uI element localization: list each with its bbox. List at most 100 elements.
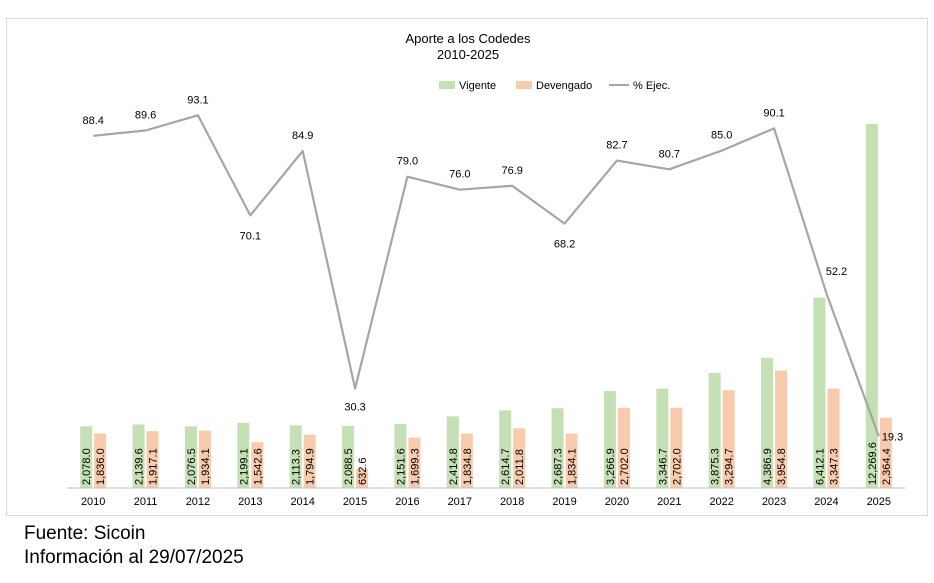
bar-label-devengado-2018: 2,011.8 [514, 449, 526, 485]
bar-devengado-2023 [775, 370, 788, 488]
bar-label-vigente-2011: 2,139.6 [134, 448, 146, 485]
bar-label-devengado-2019: 1,834.1 [567, 448, 579, 485]
bar-devengado-2010 [94, 433, 107, 488]
bar-label-devengado-2015: 632.6 [357, 457, 369, 485]
chart-frame: Aporte a los Codedes 2010-2025 Vigente Deve… [6, 18, 928, 516]
bar-label-devengado-2025: 2,364.4 [881, 448, 893, 485]
bar-label-devengado-2017: 1,834.8 [462, 448, 474, 485]
legend-label-ejec: % Ejec. [633, 80, 670, 92]
bar-devengado-2015 [356, 469, 369, 488]
bar-label-devengado-2013: 1,542.6 [252, 448, 264, 485]
line-label-2014: 84.9 [292, 130, 313, 142]
bar-vigente-2012 [184, 426, 197, 488]
line-label-2021: 80.7 [659, 148, 680, 160]
bar-label-devengado-2021: 2,702.0 [671, 448, 683, 485]
bar-label-vigente-2020: 3,266.9 [605, 448, 617, 485]
bar-label-vigente-2018: 2,614.7 [500, 448, 512, 485]
bar-devengado-2021 [670, 407, 683, 488]
bar-label-devengado-2010: 1,836.0 [95, 448, 107, 485]
bar-label-devengado-2011: 1,917.1 [148, 448, 160, 485]
x-tick-label-2024: 2024 [814, 496, 838, 508]
bar-vigente-2022 [708, 372, 721, 488]
line-label-2025: 19.3 [882, 431, 903, 443]
bar-label-vigente-2013: 2,199.1 [238, 448, 250, 485]
x-tick-label-2011: 2011 [134, 496, 158, 508]
x-tick-label-2022: 2022 [709, 496, 733, 508]
bar-devengado-2014 [303, 434, 316, 488]
bar-label-vigente-2015: 2,088.5 [343, 448, 355, 485]
bar-vigente-2014 [289, 425, 302, 488]
x-tick-label-2017: 2017 [448, 496, 472, 508]
bar-vigente-2011 [132, 424, 145, 488]
chart-subtitle: 2010-2025 [437, 47, 499, 62]
x-tick-label-2018: 2018 [500, 496, 524, 508]
legend-swatch-vigente [439, 81, 455, 89]
x-tick-label-2014: 2014 [290, 496, 314, 508]
line-label-2016: 79.0 [397, 156, 418, 168]
line-label-2010: 88.4 [82, 115, 103, 127]
bar-devengado-2024 [827, 388, 840, 488]
line-label-2024: 52.2 [826, 266, 847, 278]
bar-label-vigente-2014: 2,113.3 [291, 449, 303, 485]
bar-label-vigente-2022: 3,875.3 [710, 448, 722, 485]
legend-swatch-devengado [516, 81, 532, 89]
x-tick-label-2012: 2012 [186, 496, 210, 508]
legend-label-devengado: Devengado [536, 80, 592, 92]
bar-label-devengado-2014: 1,794.9 [305, 448, 317, 485]
legend-label-vigente: Vigente [459, 80, 496, 92]
line-label-2012: 93.1 [187, 94, 208, 106]
bar-devengado-2020 [617, 407, 630, 488]
x-tick-label-2015: 2015 [343, 496, 367, 508]
bar-label-vigente-2019: 2,687.3 [553, 448, 565, 485]
bar-label-vigente-2023: 4,386.9 [762, 448, 774, 485]
bar-vigente-2017 [446, 416, 459, 488]
chart-title: Aporte a los Codedes [405, 31, 531, 46]
line-label-2019: 68.2 [554, 239, 575, 251]
bar-label-vigente-2017: 2,414.8 [448, 448, 460, 485]
info-date-note: Información al 29/07/2025 [24, 547, 244, 568]
bar-devengado-2019 [565, 433, 578, 488]
x-tick-label-2025: 2025 [867, 496, 891, 508]
line-label-2015: 30.3 [344, 401, 365, 413]
bar-vigente-2019 [551, 408, 564, 488]
bar-vigente-2013 [237, 422, 250, 488]
bar-vigente-2021 [656, 388, 669, 488]
x-tick-label-2016: 2016 [395, 496, 419, 508]
bar-label-vigente-2016: 2,151.6 [395, 448, 407, 485]
bar-label-vigente-2012: 2,076.5 [186, 448, 198, 485]
line-label-2023: 90.1 [763, 107, 784, 119]
bar-devengado-2022 [722, 390, 735, 488]
bar-vigente-2023 [761, 357, 774, 488]
bar-vigente-2018 [499, 410, 512, 488]
bar-label-vigente-2025: 12,269.6 [867, 442, 879, 485]
line-label-2017: 76.0 [449, 169, 470, 181]
bar-label-devengado-2022: 3,294.7 [724, 448, 736, 485]
x-tick-label-2023: 2023 [762, 496, 786, 508]
x-tick-label-2021: 2021 [657, 496, 681, 508]
line-label-2022: 85.0 [711, 130, 732, 142]
bar-devengado-2025 [879, 417, 892, 488]
line-label-2020: 82.7 [606, 140, 627, 152]
line-label-2018: 76.9 [501, 165, 522, 177]
x-tick-label-2020: 2020 [605, 496, 629, 508]
x-tick-label-2013: 2013 [238, 496, 262, 508]
bar-vigente-2015 [342, 426, 355, 488]
bar-vigente-2016 [394, 424, 407, 488]
bar-vigente-2024 [813, 297, 826, 488]
bar-label-devengado-2024: 3,347.3 [828, 448, 840, 485]
bar-devengado-2013 [251, 442, 264, 488]
bar-devengado-2017 [460, 433, 473, 488]
bar-label-devengado-2023: 3,954.8 [776, 448, 788, 485]
bar-devengado-2016 [408, 437, 421, 488]
bar-label-vigente-2010: 2,078.0 [81, 448, 93, 485]
bar-vigente-2020 [603, 391, 616, 488]
line-label-2011: 89.6 [135, 110, 156, 122]
bar-vigente-2025 [865, 123, 878, 489]
line-label-2013: 70.1 [240, 230, 261, 242]
x-tick-label-2010: 2010 [81, 496, 105, 508]
bar-label-devengado-2016: 1,699.3 [409, 448, 421, 485]
source-note: Fuente: Sicoin [24, 523, 146, 544]
bar-label-devengado-2012: 1,934.1 [200, 448, 212, 485]
bar-label-devengado-2020: 2,702.0 [619, 448, 631, 485]
